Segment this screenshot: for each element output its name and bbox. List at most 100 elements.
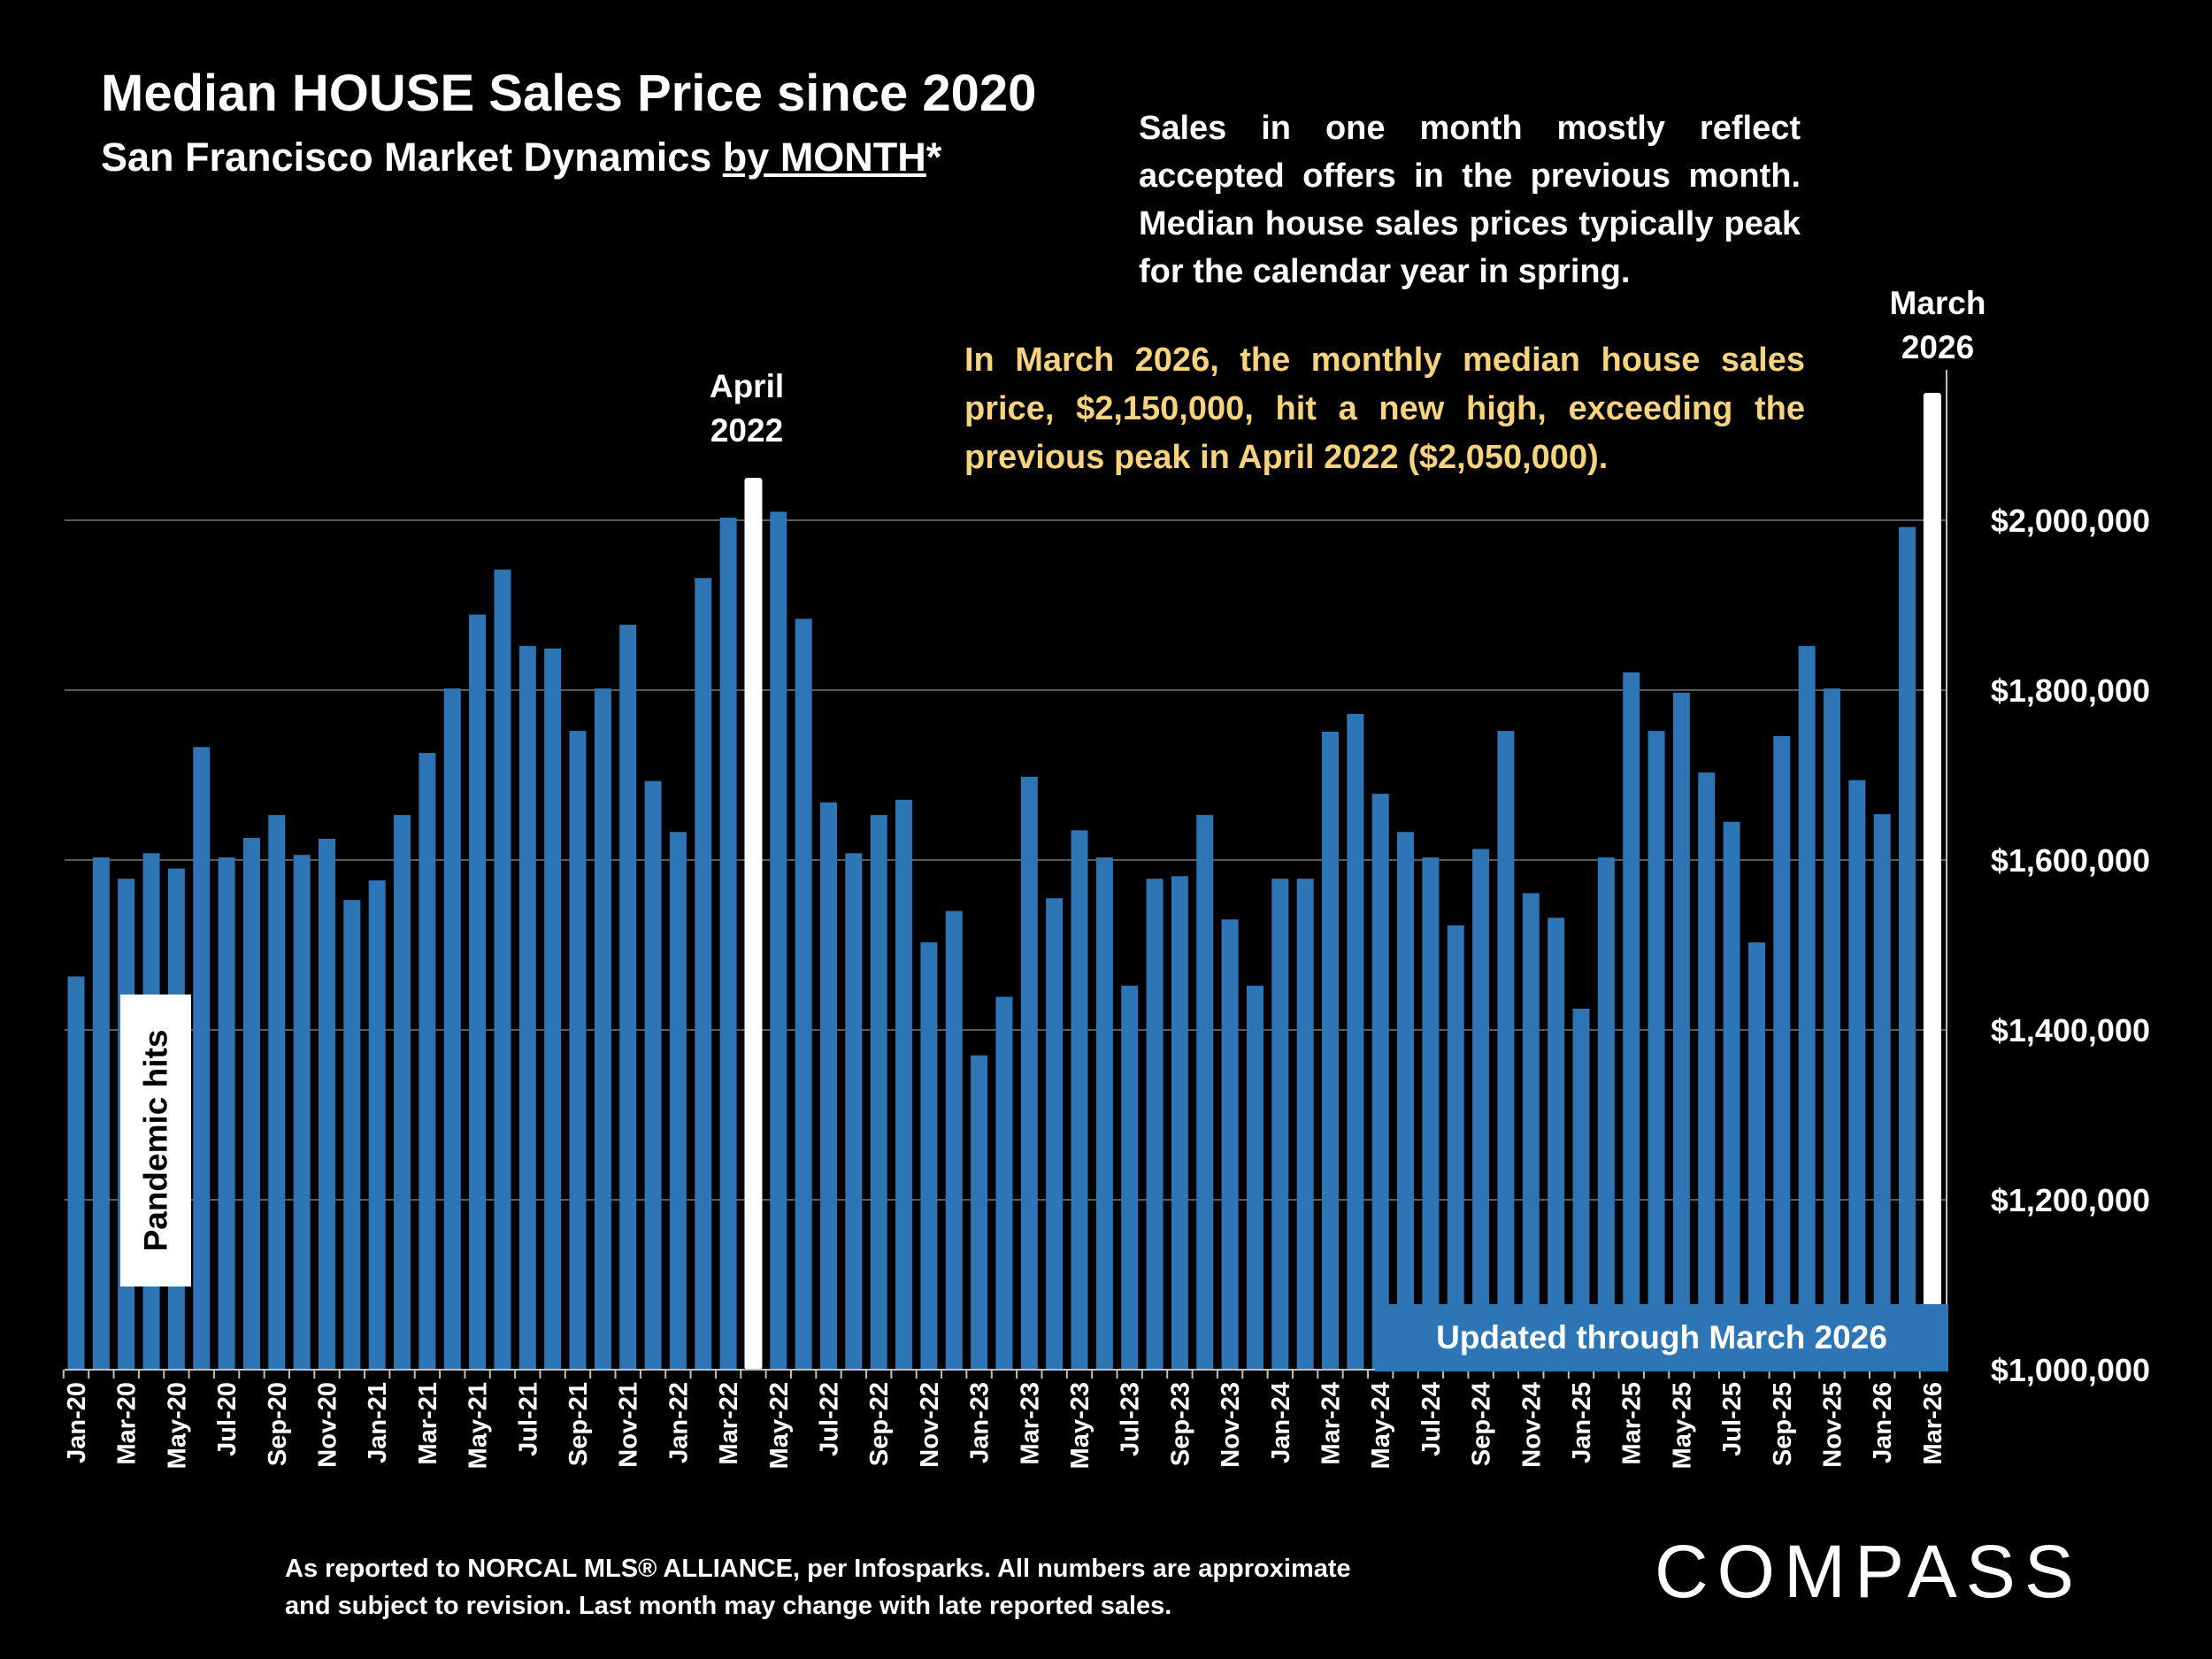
bar-mar-25 bbox=[1623, 672, 1640, 1370]
bar-nov-22 bbox=[920, 942, 938, 1370]
x-tick-label: Jul-21 bbox=[514, 1382, 542, 1456]
peak-2026-month: March bbox=[1889, 285, 1986, 321]
x-tick-label: Nov-24 bbox=[1517, 1382, 1546, 1468]
bar-dec-23 bbox=[1246, 986, 1263, 1370]
bar-mar-22 bbox=[719, 518, 737, 1370]
y-tick-label: $1,600,000 bbox=[1991, 842, 2150, 879]
bar-feb-22 bbox=[695, 578, 712, 1370]
x-tick-label: Jan-26 bbox=[1869, 1382, 1897, 1463]
bar-feb-23 bbox=[995, 996, 1013, 1370]
x-tick-label: Mar-23 bbox=[1016, 1382, 1044, 1465]
x-tick-label: Jan-25 bbox=[1568, 1382, 1596, 1463]
x-tick-label: Jul-24 bbox=[1417, 1382, 1446, 1456]
x-tick-label: Mar-20 bbox=[113, 1382, 142, 1465]
chart-title: Median HOUSE Sales Price since 2020 bbox=[101, 65, 1037, 122]
x-tick-label: Nov-20 bbox=[314, 1382, 342, 1468]
bar-feb-26 bbox=[1899, 526, 1916, 1370]
x-tick-label: Nov-22 bbox=[916, 1382, 944, 1468]
bar-apr-21 bbox=[443, 688, 461, 1370]
bar-may-21 bbox=[469, 614, 487, 1370]
bar-mar-21 bbox=[419, 753, 436, 1370]
x-tick-label: Jan-21 bbox=[364, 1382, 392, 1463]
bar-jul-25 bbox=[1723, 821, 1740, 1370]
x-tick-label: Jan-24 bbox=[1267, 1382, 1295, 1463]
y-tick-label: $1,200,000 bbox=[1991, 1182, 2150, 1218]
chart-subtitle: San Francisco Market Dynamics by MONTH* bbox=[101, 134, 941, 180]
bar-oct-25 bbox=[1798, 646, 1816, 1370]
y-tick-label: $2,000,000 bbox=[1991, 503, 2150, 539]
bar-jul-22 bbox=[820, 802, 837, 1370]
y-tick-label: $1,400,000 bbox=[1991, 1012, 2150, 1048]
bar-mar-26 bbox=[1923, 393, 1941, 1370]
bar-oct-24 bbox=[1497, 731, 1515, 1370]
bar-sep-21 bbox=[569, 731, 587, 1370]
peak-2022-label: April 2022 bbox=[658, 365, 835, 453]
bar-jun-25 bbox=[1698, 772, 1716, 1370]
y-tick-label: $1,800,000 bbox=[1991, 672, 2150, 709]
bar-nov-24 bbox=[1522, 893, 1540, 1370]
bar-oct-20 bbox=[293, 855, 311, 1370]
bar-jun-22 bbox=[795, 618, 812, 1370]
highlight-note: In March 2026, the monthly median house … bbox=[964, 342, 1805, 476]
bar-aug-24 bbox=[1447, 925, 1464, 1370]
x-tick-label: Jul-20 bbox=[213, 1382, 242, 1456]
bar-jun-21 bbox=[494, 569, 511, 1370]
x-tick-label: Jan-20 bbox=[63, 1382, 91, 1463]
pandemic-annotation: Pandemic hits bbox=[120, 995, 191, 1286]
x-tick-label: Nov-21 bbox=[615, 1382, 643, 1468]
bar-jan-21 bbox=[368, 880, 386, 1370]
bar-jan-20 bbox=[67, 976, 85, 1370]
bar-aug-22 bbox=[845, 853, 863, 1370]
x-tick-label: Nov-23 bbox=[1217, 1382, 1245, 1468]
x-tick-label: Sep-24 bbox=[1468, 1382, 1496, 1466]
peak-2022-year: 2022 bbox=[710, 412, 784, 449]
peak-2022-month: April bbox=[709, 368, 785, 404]
bar-jan-23 bbox=[971, 1055, 988, 1370]
x-tick-label: Mar-25 bbox=[1618, 1382, 1647, 1465]
subtitle-prefix: San Francisco Market Dynamics bbox=[101, 134, 723, 180]
bar-feb-25 bbox=[1597, 857, 1615, 1370]
bar-jan-25 bbox=[1572, 1009, 1590, 1370]
x-tick-label: Mar-21 bbox=[414, 1382, 442, 1465]
x-tick-label: Jul-22 bbox=[816, 1382, 844, 1456]
bar-sep-25 bbox=[1773, 735, 1791, 1370]
bar-apr-22 bbox=[744, 478, 763, 1370]
bar-nov-21 bbox=[619, 625, 637, 1370]
peak-2026-label: March 2026 bbox=[1849, 281, 2026, 370]
x-tick-label: May-22 bbox=[765, 1382, 794, 1469]
x-tick-label: Jan-22 bbox=[664, 1382, 693, 1463]
bar-jul-20 bbox=[218, 857, 235, 1370]
bar-dec-20 bbox=[343, 900, 361, 1370]
peak-2026-year: 2026 bbox=[1901, 329, 1975, 365]
bar-sep-23 bbox=[1171, 876, 1188, 1370]
bar-jun-23 bbox=[1095, 857, 1113, 1370]
bar-dec-25 bbox=[1848, 780, 1866, 1370]
x-tick-label: Nov-25 bbox=[1819, 1382, 1847, 1468]
x-tick-label: May-25 bbox=[1668, 1382, 1696, 1469]
x-tick-label: Jan-23 bbox=[966, 1382, 995, 1463]
x-tick-label: Jul-23 bbox=[1117, 1382, 1145, 1456]
x-tick-label: Mar-24 bbox=[1317, 1382, 1346, 1465]
bar-oct-23 bbox=[1196, 815, 1214, 1370]
bar-jul-21 bbox=[518, 646, 536, 1370]
bar-sep-24 bbox=[1472, 849, 1490, 1370]
bar-nov-20 bbox=[319, 839, 335, 1370]
x-tick-label: Mar-26 bbox=[1919, 1382, 1947, 1465]
bar-aug-23 bbox=[1146, 879, 1164, 1370]
x-tick-label: Sep-21 bbox=[565, 1382, 593, 1466]
bar-may-24 bbox=[1371, 794, 1389, 1370]
updated-banner: Updated through March 2026 bbox=[1375, 1304, 1948, 1371]
bar-dec-24 bbox=[1548, 918, 1565, 1370]
bar-may-22 bbox=[770, 511, 787, 1370]
x-tick-label: May-24 bbox=[1367, 1382, 1395, 1469]
bar-sep-22 bbox=[870, 815, 887, 1370]
bar-may-23 bbox=[1071, 830, 1088, 1370]
y-tick-label: $1,000,000 bbox=[1991, 1352, 2150, 1388]
footnote: As reported to NORCAL MLS® ALLIANCE, per… bbox=[285, 1550, 1351, 1624]
x-tick-label: Sep-23 bbox=[1166, 1382, 1194, 1466]
x-tick-label: May-23 bbox=[1066, 1382, 1094, 1469]
bar-aug-20 bbox=[242, 838, 260, 1370]
x-tick-label: Mar-22 bbox=[715, 1382, 743, 1465]
x-tick-label: Sep-25 bbox=[1769, 1382, 1797, 1466]
